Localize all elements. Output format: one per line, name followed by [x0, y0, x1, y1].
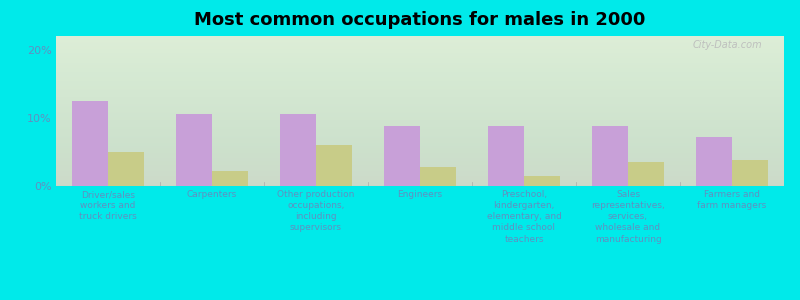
Bar [732, 160, 768, 186]
Bar [420, 167, 456, 186]
Bar [628, 162, 664, 186]
Bar [696, 137, 732, 186]
Bar [212, 171, 248, 186]
Bar [524, 176, 560, 186]
Bar [384, 126, 420, 186]
Bar [72, 101, 108, 186]
Bar [176, 114, 212, 186]
Bar [316, 145, 352, 186]
Bar [488, 126, 524, 186]
Bar [108, 152, 145, 186]
Text: City-Data.com: City-Data.com [693, 40, 762, 50]
Title: Most common occupations for males in 2000: Most common occupations for males in 200… [194, 11, 646, 29]
Bar [592, 126, 628, 186]
Bar [280, 114, 316, 186]
